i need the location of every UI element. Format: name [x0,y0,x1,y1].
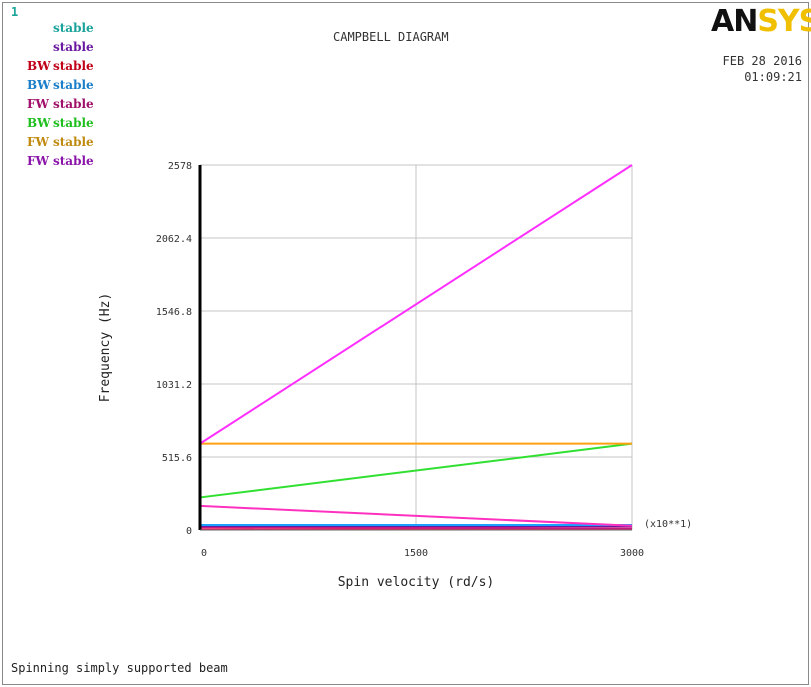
x-tick-label: 0 [201,548,207,559]
x-multiplier-label: (x10**1) [644,519,692,530]
y-tick-label: 1031.2 [156,380,192,391]
y-tick-label: 0 [186,526,192,537]
legend-item: BW stable [27,116,94,130]
legend-status-label: stable [53,40,94,54]
x-axis-label: Spin velocity (rd/s) [338,575,495,590]
legend-whirl-label: FW [27,154,49,168]
legend-status-label: stable [53,97,94,111]
legend-item: stable [27,40,94,54]
legend-status-label: stable [53,21,94,35]
series-line [199,526,633,530]
legend-item: FW stable [27,135,94,149]
chart-title: CAMPBELL DIAGRAM [333,30,449,44]
ansys-logo: ANSYS [711,4,811,39]
legend-whirl-label: BW [27,59,51,73]
logo-accent: SYS [757,4,811,39]
y-tick-label: 515.6 [162,453,192,464]
campbell-chart: 0 515.6 1031.2 1546.8 2062.4 2578 0 1500 3000 (x1… [98,161,692,590]
series-line [199,442,633,499]
date-stamp: FEB 28 2016 [722,54,802,68]
legend-item: FW stable [27,97,94,111]
legend-whirl-label: FW [27,97,49,111]
legend-item: BW stable [27,78,94,92]
y-tick-label: 2062.4 [156,234,192,245]
y-axis-label: Frequency (Hz) [98,293,113,403]
y-tick-label: 1546.8 [156,307,192,318]
grid [200,164,633,530]
legend-whirl-label: BW [27,78,51,92]
legend-status-label: stable [53,154,94,168]
time-stamp: 01:09:21 [744,70,802,84]
x-tick-label: 3000 [620,548,644,559]
footer-note: Spinning simply supported beam [11,661,228,675]
series-line [199,164,633,445]
series-line [199,504,633,527]
logo-main: AN [711,4,758,39]
legend-item: FW stable [27,154,94,168]
legend-status-label: stable [53,59,94,73]
legend-whirl-label: BW [27,116,51,130]
legend-item: BW stable [27,59,94,73]
legend-whirl-label: FW [27,135,49,149]
series-lines [199,164,633,531]
x-tick-label: 1500 [404,548,428,559]
legend-status-label: stable [53,116,94,130]
legend-status-label: stable [53,78,94,92]
window-number: 1 [11,5,19,19]
y-tick-label: 2578 [168,161,192,172]
legend-status-label: stable [53,135,94,149]
legend-item: stable [27,21,94,35]
axes: 0 515.6 1031.2 1546.8 2062.4 2578 0 1500 3000 (x1… [98,161,692,590]
